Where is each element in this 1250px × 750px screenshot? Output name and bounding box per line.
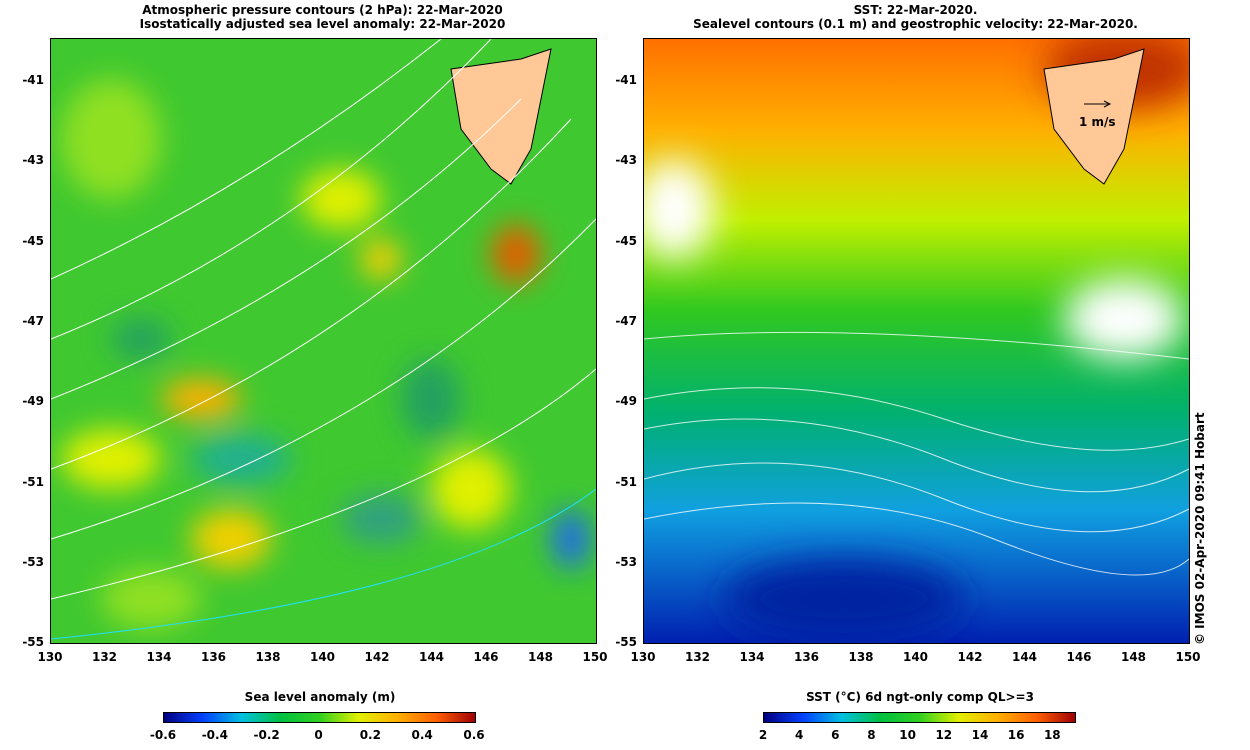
lat-tick-label: -45: [22, 233, 44, 248]
lon-tick-label: 144: [1011, 650, 1038, 664]
colorbar-tick-label: 0: [314, 728, 323, 742]
lat-tick-label: -51: [22, 474, 44, 489]
left-title-2: Isostatically adjusted sea level anomaly…: [139, 17, 506, 31]
colorbar-tick-label: -0.4: [201, 728, 228, 742]
lat-tick-label: -41: [22, 73, 44, 87]
lon-tick-label: 138: [848, 650, 874, 664]
colorbar-tick-label: -0.2: [253, 728, 280, 742]
lon-tick-label: 136: [793, 650, 820, 664]
lon-tick-label: 140: [309, 650, 336, 664]
colorbar-tick-label: 10: [899, 728, 916, 742]
lat-tick-label: -49: [615, 394, 637, 409]
colorbar-tick-label: -0.6: [149, 728, 177, 742]
lat-tick-label: -43: [22, 153, 44, 168]
left-title-1: Atmospheric pressure contours (2 hPa): 2…: [142, 3, 503, 17]
lat-tick-label: -53: [22, 554, 44, 569]
sea-level-anomaly-map: [50, 38, 597, 644]
right-colorbar-label: SST (°C) 6d ngt-only comp QL>=3: [806, 690, 1034, 704]
colorbar-tick-label: 8: [867, 728, 876, 742]
colorbar-tick-label: 16: [1007, 728, 1025, 742]
lon-tick-label: 140: [902, 650, 929, 664]
colorbar-tick-label: 12: [935, 728, 953, 742]
lon-tick-label: 144: [418, 650, 445, 664]
colorbar-tick-label: 14: [971, 728, 989, 742]
lon-tick-label: 146: [1066, 650, 1092, 664]
colorbar-tick-label: 18: [1043, 728, 1061, 742]
lat-tick-label: -41: [615, 73, 637, 87]
lon-tick-label: 134: [739, 650, 765, 664]
lon-tick-label: 150: [1175, 650, 1201, 664]
lon-tick-label: 148: [527, 650, 554, 664]
lat-tick-label: -55: [615, 635, 637, 650]
lon-tick-label: 150: [582, 650, 608, 664]
lat-tick-label: -45: [615, 233, 637, 248]
lon-tick-label: 136: [200, 650, 227, 664]
credit-text: © IMOS 02-Apr-2020 09:41 Hobart: [1193, 412, 1207, 645]
sea-level-colorbar: [163, 712, 476, 723]
sst-map: 1 m/s: [643, 38, 1190, 644]
colorbar-tick-label: 0.6: [463, 728, 485, 742]
lat-tick-label: -53: [615, 554, 637, 569]
lon-tick-label: 134: [146, 650, 172, 664]
colorbar-tick-label: 0.4: [411, 728, 433, 742]
lat-tick-label: -51: [615, 474, 637, 489]
lat-tick-label: -55: [22, 635, 44, 650]
lon-tick-label: 148: [1120, 650, 1147, 664]
velocity-scale-label: 1 m/s: [1079, 115, 1116, 129]
lat-tick-label: -43: [615, 153, 637, 168]
lon-tick-label: 142: [364, 650, 390, 664]
sst-colorbar: [763, 712, 1076, 723]
lon-tick-label: 138: [255, 650, 281, 664]
lon-tick-label: 146: [473, 650, 499, 664]
lon-tick-label: 130: [630, 650, 656, 664]
lat-tick-label: -47: [22, 313, 44, 328]
lon-tick-label: 132: [684, 650, 711, 664]
lon-tick-label: 132: [91, 650, 118, 664]
left-colorbar-label: Sea level anomaly (m): [244, 690, 396, 704]
lat-tick-label: -49: [22, 394, 44, 409]
colorbar-tick-label: 2: [758, 728, 768, 742]
right-title-1: SST: 22-Mar-2020.: [853, 3, 978, 17]
right-title-2: Sealevel contours (0.1 m) and geostrophi…: [693, 17, 1138, 31]
colorbar-tick-label: 0.2: [359, 728, 381, 742]
lat-tick-label: -47: [615, 313, 637, 328]
colorbar-tick-label: 4: [794, 728, 804, 742]
lon-tick-label: 142: [957, 650, 983, 664]
lon-tick-label: 130: [37, 650, 63, 664]
colorbar-tick-label: 6: [831, 728, 840, 742]
